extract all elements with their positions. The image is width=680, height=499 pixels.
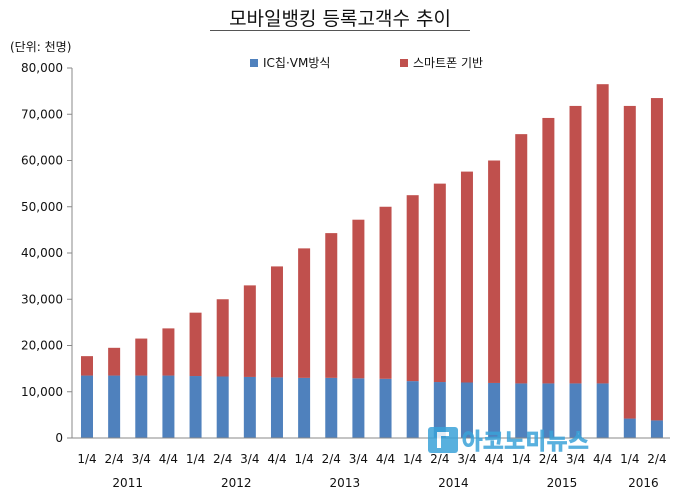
bar-ic-vm	[243, 376, 256, 438]
x-tick-label: 3/4	[240, 452, 259, 466]
bar-smartphone	[298, 248, 311, 378]
bar-ic-vm	[596, 383, 609, 438]
bar-ic-vm	[379, 378, 392, 438]
bar-smartphone	[189, 312, 202, 377]
x-tick-label: 4/4	[484, 452, 503, 466]
x-tick-label: 3/4	[132, 452, 151, 466]
bars	[81, 84, 663, 438]
x-tick-label: 2/4	[322, 452, 341, 466]
bar-ic-vm	[325, 377, 338, 438]
x-tick-label: 2/4	[539, 452, 558, 466]
legend-item-ic-vm: IC칩·VM방식	[250, 54, 330, 71]
bar-smartphone	[569, 105, 582, 384]
bar-ic-vm	[433, 382, 446, 438]
bar-ic-vm	[81, 375, 93, 438]
x-tick-label: 4/4	[376, 452, 395, 466]
x-tick-label: 1/4	[294, 452, 313, 466]
y-tick-label: 80,000	[21, 61, 63, 75]
x-tick-label: 1/4	[186, 452, 205, 466]
y-tick-label: 70,000	[21, 107, 63, 121]
bar-ic-vm	[216, 376, 229, 438]
bar-ic-vm	[298, 377, 311, 438]
bar-ic-vm	[352, 378, 365, 438]
x-tick-label: 1/4	[512, 452, 531, 466]
x-year-label: 2015	[547, 476, 578, 490]
legend-swatch-ic-vm	[250, 58, 258, 67]
bar-smartphone	[433, 183, 446, 383]
bar-ic-vm	[406, 381, 419, 438]
y-tick-label: 40,000	[21, 246, 63, 260]
bar-ic-vm	[488, 382, 501, 438]
bar-smartphone	[596, 84, 609, 384]
chart-title: 모바일뱅킹 등록고객수 추이	[229, 8, 451, 30]
x-tick-label: 3/4	[349, 452, 368, 466]
y-tick-label: 0	[55, 431, 63, 445]
bar-ic-vm	[108, 375, 121, 438]
bar-smartphone	[81, 356, 93, 376]
legend-label-smartphone: 스마트폰 기반	[413, 56, 484, 70]
legend-label-ic-vm: IC칩·VM방식	[263, 56, 331, 70]
title-underline	[210, 30, 470, 31]
bar-smartphone	[623, 105, 636, 419]
y-tick-label: 20,000	[21, 339, 63, 353]
x-axis: 1/4 2/4 3/4 4/4 1/4 2/4 3/4 4/4 1/4 2/4 3/4 4/4 1/4 2…	[72, 437, 670, 490]
bar-ic-vm	[569, 383, 582, 438]
unit-label: (단위: 천명)	[10, 40, 72, 54]
x-tick-label: 4/4	[593, 452, 612, 466]
bar-smartphone	[243, 285, 256, 377]
bar-ic-vm	[270, 377, 283, 438]
legend-item-smartphone: 스마트폰 기반	[400, 54, 483, 71]
x-tick-label: 1/4	[620, 452, 639, 466]
bar-smartphone	[379, 206, 392, 379]
x-tick-label: 3/4	[566, 452, 585, 466]
y-tick-label: 60,000	[21, 154, 63, 168]
bar-smartphone	[515, 134, 528, 384]
bar-ic-vm	[162, 375, 175, 438]
watermark-text: 아코노미뉴스	[461, 430, 590, 456]
y-tick-label: 30,000	[21, 292, 63, 306]
bar-smartphone	[135, 338, 148, 376]
x-year-label: 2013	[330, 476, 361, 490]
x-year-label: 2016	[628, 476, 659, 490]
x-tick-label: 4/4	[267, 452, 286, 466]
x-tick-label: 2/4	[213, 452, 232, 466]
y-tick-label: 50,000	[21, 200, 63, 214]
bar-ic-vm	[515, 383, 528, 438]
x-year-label: 2012	[221, 476, 252, 490]
bar-smartphone	[650, 98, 663, 421]
legend-swatch-smartphone	[400, 58, 408, 67]
bar-ic-vm	[650, 420, 663, 438]
y-axis: 0 10,000 20,000 30,000 40,000 50,000 60,000 70,…	[21, 61, 73, 445]
bar-smartphone	[216, 299, 229, 377]
x-tick-label: 2/4	[647, 452, 666, 466]
watermark: 아코노미뉴스	[428, 424, 589, 456]
x-tick-label: 3/4	[457, 452, 476, 466]
bar-ic-vm	[460, 382, 473, 438]
x-tick-label: 2/4	[430, 452, 449, 466]
bar-smartphone	[108, 347, 121, 376]
x-year-label: 2014	[438, 476, 469, 490]
bar-smartphone	[352, 219, 365, 379]
y-tick-label: 10,000	[21, 385, 63, 399]
bar-ic-vm	[623, 418, 636, 438]
x-tick-label: 2/4	[104, 452, 123, 466]
x-tick-label: 1/4	[77, 452, 96, 466]
watermark-logo-icon	[428, 427, 458, 453]
x-tick-label: 4/4	[159, 452, 178, 466]
x-year-label: 2011	[112, 476, 143, 490]
bar-ic-vm	[542, 383, 555, 438]
bar-smartphone	[488, 160, 501, 383]
bar-smartphone	[162, 328, 175, 376]
bar-smartphone	[460, 171, 473, 383]
bar-ic-vm	[135, 375, 148, 438]
bar-smartphone	[325, 233, 338, 378]
bar-smartphone	[270, 266, 283, 378]
bar-smartphone	[406, 195, 419, 382]
bar-ic-vm	[189, 376, 202, 438]
bar-smartphone	[542, 117, 555, 384]
x-tick-label: 1/4	[403, 452, 422, 466]
